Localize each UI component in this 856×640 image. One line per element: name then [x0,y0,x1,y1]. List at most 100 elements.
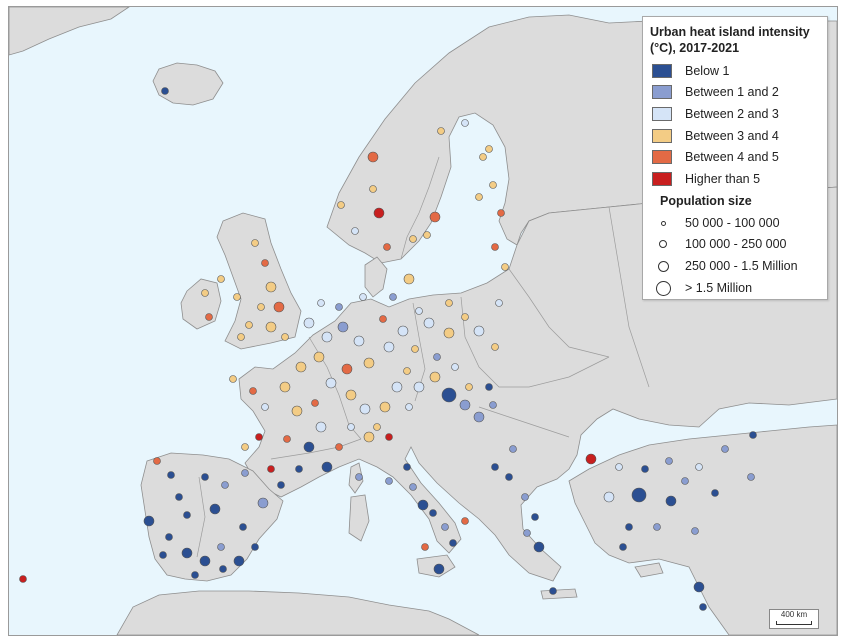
anatolia-landmass [568,424,837,635]
population-title: Population size [660,194,752,208]
city-marker [153,457,161,465]
legend-item-higher-than-5: Higher than 5 [652,170,760,188]
city-marker [461,313,469,321]
cyprus-landmass [634,562,664,578]
city-marker [505,473,513,481]
city-marker [161,87,169,95]
city-marker [521,493,529,501]
city-marker [159,551,167,559]
city-marker [403,367,411,375]
crete-landmass [540,588,578,600]
city-marker [233,555,245,567]
city-marker [233,293,241,301]
city-marker [217,543,225,551]
city-marker [383,243,391,251]
ireland-landmass [180,278,222,330]
legend-item-between-3-4: Between 3 and 4 [652,127,779,145]
legend-label: Between 1 and 2 [685,85,779,99]
city-marker [241,443,249,451]
city-marker [385,433,393,441]
city-marker [165,533,173,541]
city-marker [681,477,689,485]
city-marker [367,151,379,163]
city-marker [261,403,269,411]
city-marker [341,363,353,375]
iceland-landmass [152,62,224,106]
city-marker [379,315,387,323]
city-marker [219,565,227,573]
legend-label: Higher than 5 [685,172,761,186]
legend-item-between-2-3: Between 2 and 3 [652,105,779,123]
city-marker [451,363,459,371]
city-marker [531,513,539,521]
city-marker [509,445,517,453]
city-marker [619,543,627,551]
city-markers [19,87,757,611]
city-marker [167,471,175,479]
city-marker [631,487,647,503]
city-marker [665,495,677,507]
city-marker [409,235,417,243]
city-marker [489,401,497,409]
city-marker [413,381,425,393]
legend-item-between-1-2: Between 1 and 2 [652,83,779,101]
city-marker [585,453,597,465]
map-frame: Urban heat island intensity (°C), 2017-2… [8,6,838,636]
europe-map [9,7,837,635]
legend-label: Below 1 [685,64,730,78]
legend-title: Urban heat island intensity (°C), 2017-2… [650,25,810,55]
city-marker [473,325,485,337]
city-marker [281,333,289,341]
population-label: > 1.5 Million [685,281,753,295]
city-marker [549,587,557,595]
city-marker [603,491,615,503]
city-marker [229,375,237,383]
city-marker [337,321,349,333]
scale-bar: 400 km [769,609,819,629]
sardinia-landmass [348,494,370,542]
population-item-over-1-5m: > 1.5 Million [652,279,752,297]
city-marker [389,293,397,301]
city-marker [693,581,705,593]
city-marker [461,517,469,525]
city-marker [665,457,673,465]
city-marker [383,341,395,353]
north-africa-landmass [116,590,480,635]
city-marker [379,401,391,413]
city-marker [311,399,319,407]
city-marker [695,463,703,471]
city-marker [175,493,183,501]
scale-bar-label: 400 km [780,610,808,619]
city-marker [255,433,263,441]
city-marker [143,515,155,527]
city-marker [295,465,303,473]
map-legend: Urban heat island intensity (°C), 2017-2… [642,16,828,300]
city-marker [459,399,471,411]
city-marker [217,275,225,283]
city-marker [523,529,531,537]
legend-swatch [652,85,672,99]
city-marker [199,555,211,567]
city-marker [433,353,441,361]
city-marker [479,153,487,161]
city-marker [261,259,269,267]
city-marker [445,299,453,307]
city-marker [421,543,429,551]
city-marker [337,201,345,209]
city-marker [489,181,497,189]
legend-label: Between 2 and 3 [685,107,779,121]
city-marker [363,357,375,369]
city-marker [501,263,509,271]
city-marker [191,571,199,579]
city-marker [279,381,291,393]
city-marker [423,231,431,239]
city-marker [369,185,377,193]
city-marker [417,499,429,511]
city-marker [303,441,315,453]
city-marker [699,603,707,611]
city-marker [239,523,247,531]
city-marker [245,321,253,329]
city-marker [485,145,493,153]
city-marker [461,119,469,127]
city-marker [497,209,505,217]
